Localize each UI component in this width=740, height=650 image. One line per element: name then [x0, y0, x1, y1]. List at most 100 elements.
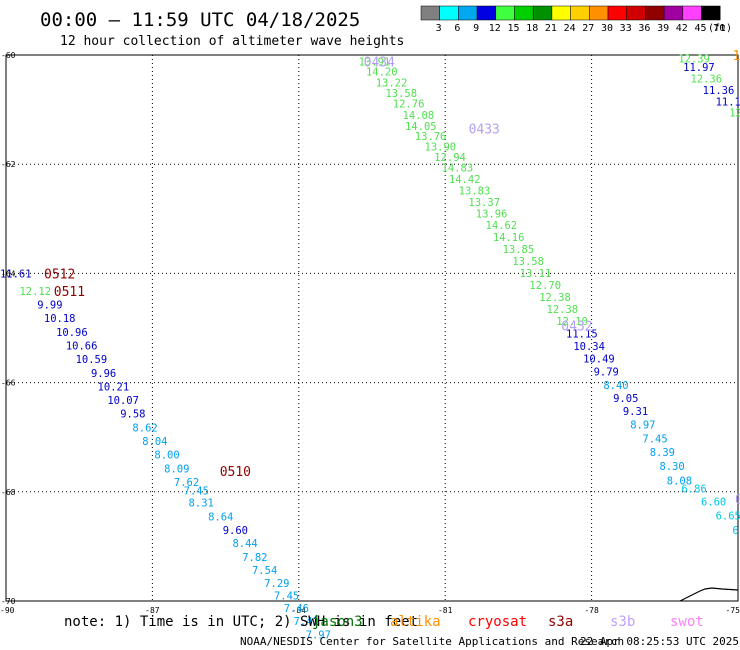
wave-height-label: 7.41	[293, 616, 318, 628]
satellite-swot: swot	[670, 614, 704, 630]
legend-label-12: 39	[657, 23, 669, 34]
track-id-label: 0510	[220, 465, 251, 480]
y-tick-label: -62	[1, 160, 16, 169]
wave-height-label: 8.44	[232, 538, 257, 550]
legend-label-2: 9	[473, 23, 479, 34]
wave-height-label: 13.11	[520, 268, 552, 280]
wave-height-label: 12.12	[19, 286, 51, 298]
wave-height-points: 13.9114.2013.2213.5812.7614.0814.0513.76…	[0, 53, 740, 641]
legend-unit: (ft)	[708, 23, 732, 34]
wave-height-label: 14.08	[403, 110, 435, 122]
wave-height-label: 7.62	[174, 477, 199, 489]
coastline-fragment	[679, 587, 739, 602]
y-tick-label: -64	[1, 269, 16, 278]
track-id-label: 11	[733, 49, 740, 64]
satellite-cryosat: cryosat	[468, 614, 527, 630]
wave-height-label: 6.60	[701, 497, 726, 509]
wave-height-label: 10.21	[98, 381, 130, 393]
wave-height-label: 11.61	[0, 268, 32, 280]
plot-frame	[5, 54, 739, 602]
wave-height-label: 13.58	[385, 88, 417, 100]
wave-height-label: 11.1	[716, 96, 740, 108]
wave-height-label: 7.45	[274, 591, 299, 603]
wave-height-label: 12.38	[539, 292, 571, 304]
wave-height-label: 14.83	[442, 162, 474, 174]
wave-height-label: 14.42	[449, 174, 481, 186]
y-tick-label: -66	[1, 379, 16, 388]
wave-height-label: 7.46	[284, 603, 309, 615]
track-id-label: 0433	[469, 123, 500, 138]
x-tick-label: -90	[0, 606, 15, 615]
wave-height-label: 7.45	[184, 486, 209, 498]
legend-swatch-5	[514, 5, 534, 21]
wave-height-label: 12.36	[690, 73, 722, 85]
wave-height-label: 8.40	[603, 380, 628, 392]
footer-credit: NOAA/NESDIS Center for Satellite Applica…	[240, 635, 624, 648]
legend-label-6: 21	[545, 23, 557, 34]
legend-label-3: 12	[489, 23, 501, 34]
wave-height-label: 9.31	[623, 406, 648, 418]
legend-swatch-6	[532, 5, 553, 21]
legend-swatch-12	[645, 5, 665, 21]
legend-swatch-13	[663, 5, 684, 21]
lat-lon-grid	[6, 55, 738, 601]
legend-label-5: 18	[526, 23, 538, 34]
legend-swatch-1	[439, 5, 459, 21]
wave-height-label: 10.07	[107, 395, 139, 407]
legend-label-0: 3	[436, 23, 442, 34]
wave-height-label: 14.05	[405, 121, 437, 133]
satellite-list: jason3 altika cryosat s3a s3b swot	[312, 614, 704, 630]
wave-height-label: 13.85	[503, 244, 535, 256]
wave-height-label: 7.97	[306, 629, 331, 641]
wave-height-label: 13.83	[459, 185, 491, 197]
legend-swatch-10	[607, 5, 627, 21]
wave-height-label: 10.34	[573, 341, 605, 353]
legend-swatch-4	[495, 5, 515, 21]
color-legend: 3 6 9 12 15 18 21 24 27 30 33 36 39 42 45 70	[420, 5, 725, 34]
chart-subtitle: 12 hour collection of altimeter wave hei…	[60, 34, 404, 49]
legend-label-1: 6	[454, 23, 460, 34]
wave-height-label: 11.97	[683, 62, 715, 74]
wave-height-label: 8.00	[154, 450, 179, 462]
wave-height-label: 11.15	[566, 328, 598, 340]
wave-height-label: 13.37	[468, 197, 500, 209]
wave-height-label: 8.09	[164, 463, 189, 475]
wave-height-label: 8.04	[142, 436, 167, 448]
wave-height-label: 7.54	[252, 565, 277, 577]
wave-height-label: 9.60	[223, 525, 248, 537]
y-tick-label: -68	[1, 488, 16, 497]
wave-height-label: 12.38	[547, 304, 579, 316]
legend-swatch-0	[420, 5, 440, 21]
legend-swatch-9	[589, 5, 609, 21]
satellite-jason3: jason3	[312, 614, 363, 630]
wave-height-label: 13.90	[425, 142, 457, 154]
legend-label-11: 36	[638, 23, 650, 34]
wave-height-label: 7.45	[642, 433, 667, 445]
track-id-label: 0432	[561, 319, 592, 334]
wave-height-label: 10.49	[583, 354, 615, 366]
wave-height-label: 9.96	[91, 368, 116, 380]
footer-note: note: 1) Time is in UTC; 2) SWH is in fe…	[64, 614, 418, 630]
x-tick-label: -81	[438, 606, 453, 615]
wave-height-label: 10.18	[44, 313, 76, 325]
track-id-label: 0511	[54, 285, 85, 300]
legend-label-7: 24	[564, 23, 576, 34]
wave-height-label: 9.58	[120, 409, 145, 421]
legend-swatch-7	[551, 5, 571, 21]
legend-swatch-15	[701, 5, 721, 21]
track-id-label: 0434	[364, 56, 395, 71]
wave-height-label: 10.66	[66, 340, 98, 352]
wave-height-label: 7.82	[242, 552, 267, 564]
legend-swatch-11	[626, 5, 646, 21]
wave-height-label: 8.64	[208, 511, 233, 523]
satellite-altika: altika	[390, 614, 441, 630]
wave-height-label: 8.30	[659, 461, 684, 473]
wave-height-label: 14.16	[493, 232, 525, 244]
wave-height-label: 13.91	[359, 57, 391, 69]
y-tick-label: -60	[1, 51, 16, 60]
wave-height-label: 13.22	[376, 77, 408, 89]
x-tick-label: -75	[726, 606, 740, 615]
legend-swatch-14	[682, 5, 702, 21]
